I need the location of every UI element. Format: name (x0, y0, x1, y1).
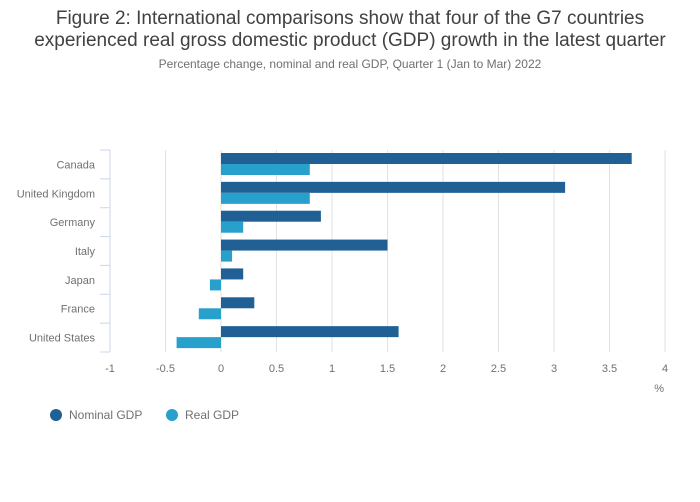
bar-real (198, 308, 221, 320)
legend-dot-real (166, 409, 178, 421)
bar-nominal (221, 297, 255, 309)
bar-nominal (221, 326, 399, 338)
bar-nominal (221, 181, 566, 193)
legend-item-nominal[interactable]: Nominal GDP (50, 408, 142, 422)
x-tick-label: 1.5 (380, 363, 395, 375)
legend-label-nominal: Nominal GDP (69, 408, 143, 422)
y-category-label: Italy (75, 246, 96, 258)
y-category-label: France (61, 304, 95, 316)
y-category-label: Germany (50, 217, 96, 229)
x-tick-label: -1 (105, 363, 115, 375)
bar-real (221, 164, 310, 175)
bar-real (221, 250, 233, 262)
y-category-label: United States (29, 333, 96, 345)
chart-title-line1: Figure 2: International comparisons show… (55, 8, 645, 29)
legend-item-real[interactable]: Real GDP (166, 408, 239, 422)
bar-nominal (221, 210, 321, 222)
bar-real (209, 279, 221, 291)
x-tick-label: 0 (218, 363, 224, 375)
bar-nominal (221, 268, 244, 280)
x-tick-label: 1 (329, 363, 335, 375)
x-tick-label: 2.5 (491, 363, 506, 375)
x-axis-label: % (654, 383, 664, 395)
bar-real (221, 221, 244, 233)
chart-title-line2: experienced real gross domestic product … (34, 30, 666, 51)
bar-real (176, 337, 221, 349)
y-category-label: Japan (65, 275, 95, 287)
y-category-label: United Kingdom (17, 188, 95, 200)
x-tick-label: -0.5 (156, 363, 175, 375)
x-tick-label: 3.5 (602, 363, 617, 375)
bar-nominal (221, 239, 388, 251)
legend-dot-nominal (50, 409, 62, 421)
x-tick-label: 2 (440, 363, 446, 375)
bar-real (221, 192, 310, 204)
x-tick-label: 4 (662, 363, 668, 375)
x-tick-label: 0.5 (269, 363, 284, 375)
legend-label-real: Real GDP (185, 408, 240, 422)
chart-subtitle: Percentage change, nominal and real GDP,… (158, 57, 542, 71)
x-tick-label: 3 (551, 363, 557, 375)
bar-nominal (221, 153, 632, 164)
y-category-label: Canada (56, 159, 95, 171)
